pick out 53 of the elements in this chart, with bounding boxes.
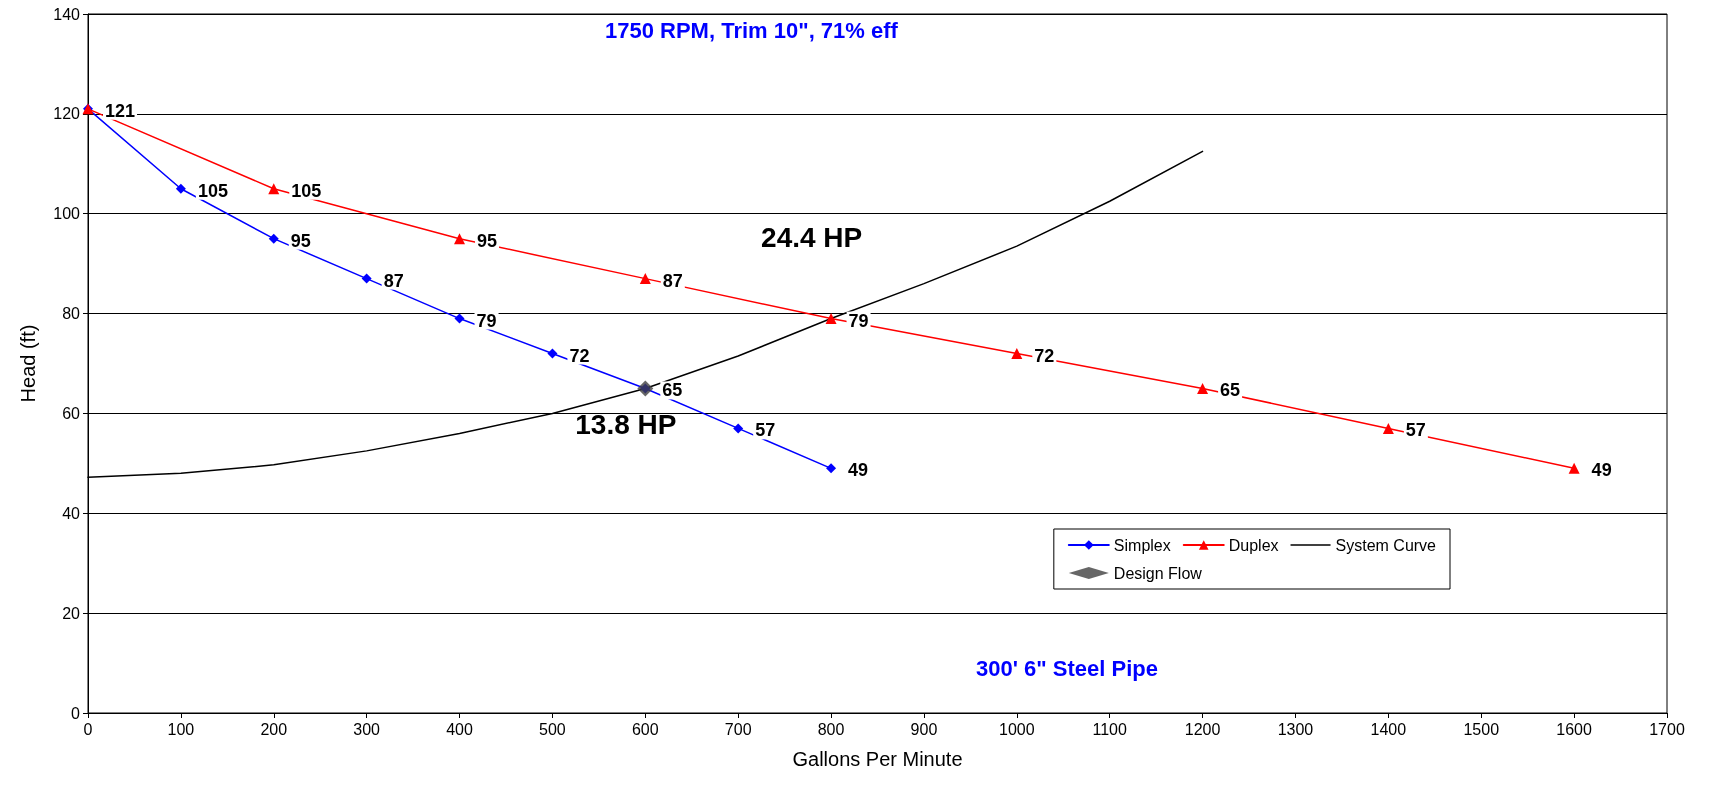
data-label: 65	[1220, 380, 1241, 401]
chart-title: 1750 RPM, Trim 10", 71% eff	[605, 17, 899, 43]
x-tick-label: 800	[817, 720, 845, 738]
x-tick-label: 1000	[999, 720, 1035, 738]
y-tick-label: 140	[53, 5, 81, 23]
x-tick-label: 900	[910, 720, 938, 738]
data-label: 49	[848, 460, 869, 481]
y-tick-label: 60	[62, 404, 81, 422]
x-tick-label: 100	[167, 720, 195, 738]
data-label: 105	[291, 180, 322, 201]
data-label: 121	[105, 100, 136, 121]
x-tick-label: 200	[260, 720, 288, 738]
x-tick-label: 500	[539, 720, 566, 738]
x-tick-label: 700	[724, 720, 752, 738]
legend-label: Design Flow	[1113, 564, 1203, 582]
data-label: 79	[848, 310, 869, 331]
x-tick-label: 1600	[1556, 720, 1593, 738]
annotation: 24.4 HP	[761, 222, 863, 254]
data-label: 72	[569, 345, 590, 366]
x-tick-label: 1700	[1649, 720, 1685, 738]
y-tick-label: 100	[53, 205, 81, 223]
x-tick-label: 1500	[1463, 720, 1500, 738]
x-tick-label: 1300	[1277, 720, 1314, 738]
y-axis-title: Head (ft)	[17, 324, 39, 403]
y-tick-label: 120	[53, 105, 81, 123]
x-axis-title: Gallons Per Minute	[792, 748, 963, 770]
x-tick-label: 1200	[1184, 720, 1221, 738]
x-tick-label: 0	[83, 720, 93, 738]
data-label: 95	[290, 230, 311, 251]
data-label: 95	[477, 230, 498, 251]
data-label: 105	[197, 180, 228, 201]
annotation: 300' 6" Steel Pipe	[975, 655, 1158, 681]
data-label: 79	[476, 310, 497, 331]
data-label: 72	[1034, 345, 1055, 366]
legend-label: Duplex	[1228, 536, 1279, 554]
y-tick-label: 20	[62, 604, 81, 622]
x-tick-label: 1400	[1370, 720, 1407, 738]
x-tick-label: 300	[353, 720, 381, 738]
data-label: 87	[662, 270, 683, 291]
x-tick-label: 600	[631, 720, 659, 738]
x-tick-label: 400	[446, 720, 473, 738]
data-label: 87	[383, 270, 404, 291]
legend-label: System Curve	[1335, 536, 1437, 554]
x-tick-label: 1100	[1092, 720, 1128, 738]
data-label: 57	[755, 420, 776, 441]
data-label: 65	[662, 380, 683, 401]
y-tick-label: 40	[62, 504, 81, 522]
y-tick-label: 0	[71, 704, 81, 722]
annotation: 13.8 HP	[575, 408, 677, 440]
y-tick-label: 80	[62, 305, 81, 323]
legend-label: Simplex	[1113, 536, 1171, 554]
data-label: 57	[1405, 420, 1426, 441]
data-label: 49	[1591, 460, 1612, 481]
